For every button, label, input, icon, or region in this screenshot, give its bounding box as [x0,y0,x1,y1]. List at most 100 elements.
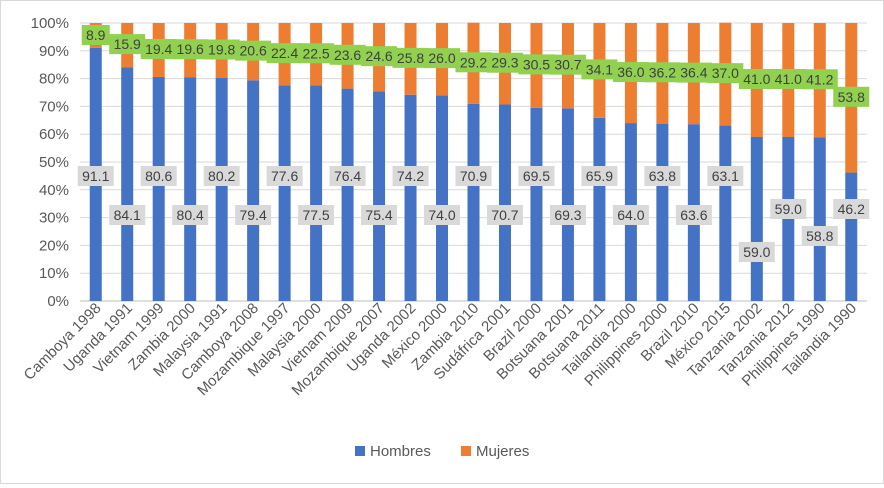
label-bg-hombres [172,205,209,225]
label-bg-mujeres [549,54,586,75]
label-bg-mujeres [172,39,209,60]
y-tick-label: 80% [39,71,69,88]
y-tick-label: 70% [39,98,69,115]
bar-hombres [656,123,669,301]
legend-label: Mujeres [476,443,529,460]
label-bg-mujeres [833,86,870,107]
bar-hombres [373,91,386,301]
label-bg-hombres [770,199,807,219]
data-label-hombres: 76.4 [334,168,361,184]
data-label-hombres: 79.4 [240,207,267,223]
data-label-mujeres: 23.6 [334,47,361,63]
label-bg-hombres [801,226,838,246]
bar-hombres [215,78,228,301]
label-bg-hombres [581,166,618,186]
bar-hombres [184,77,197,301]
bar-hombres [310,85,323,301]
data-label-hombres: 65.9 [586,168,613,184]
label-bg-hombres [140,166,177,186]
data-label-hombres: 80.6 [145,168,172,184]
label-bg-mujeres [329,44,366,65]
label-bg-hombres [298,205,335,225]
label-bg-mujeres [738,68,775,89]
label-bg-mujeres [581,59,618,80]
bar-hombres [530,107,543,301]
bar-hombres [278,85,291,301]
data-label-mujeres: 22.5 [302,45,329,61]
legend-label: Hombres [370,443,431,460]
legend-swatch [355,446,365,456]
y-tick-label: 10% [39,265,69,282]
label-bg-hombres [675,205,712,225]
bar-hombres [561,108,574,301]
bar-hombres [813,137,826,301]
data-label-mujeres: 25.8 [397,50,424,66]
y-axis: 0% 10% 20% 30% 40% 50% 60% 70% 80% 90% 100% [31,15,69,310]
label-bg-hombres [518,166,555,186]
label-bg-hombres [109,205,146,225]
data-label-hombres: 74.0 [428,207,455,223]
data-label-mujeres: 15.9 [114,36,141,52]
data-label-mujeres: 34.1 [586,61,613,77]
data-label-hombres: 69.3 [554,207,581,223]
bar-hombres [404,94,417,301]
label-bg-mujeres [707,63,744,84]
bar-hombres [152,76,165,301]
data-label-mujeres: 37.0 [712,65,739,81]
label-bg-mujeres [109,34,146,55]
bar-hombres [750,136,763,301]
data-label-hombres: 64.0 [617,207,644,223]
data-label-hombres: 80.2 [208,168,235,184]
y-tick-label: 30% [39,210,69,227]
y-tick-label: 20% [39,237,69,254]
label-bg-hombres [486,205,523,225]
legend-swatch [461,446,471,456]
label-bg-hombres [738,242,775,262]
label-bg-mujeres [801,69,838,90]
y-tick-label: 100% [31,15,69,32]
label-bg-hombres [455,166,492,186]
bar-hombres [593,117,606,301]
bar-hombres [341,88,354,301]
label-bg-hombres [424,205,461,225]
label-bg-mujeres [203,39,240,60]
data-label-mujeres: 24.6 [365,48,392,64]
label-bg-mujeres [266,43,303,64]
data-label-mujeres: 30.5 [523,56,550,72]
data-label-mujeres: 36.4 [680,65,707,81]
data-label-mujeres: 36.0 [617,64,644,80]
y-tick-label: 40% [39,182,69,199]
label-bg-mujeres [770,68,807,89]
data-label-mujeres: 29.2 [460,54,487,70]
data-label-hombres: 63.8 [649,168,676,184]
data-label-mujeres: 19.8 [208,42,235,58]
data-label-mujeres: 8.9 [86,27,106,43]
y-tick-label: 90% [39,43,69,60]
data-label-hombres: 84.1 [114,207,141,223]
label-bg-hombres [549,205,586,225]
bar-hombres [498,104,511,301]
label-bg-mujeres [644,62,681,83]
data-label-mujeres: 19.4 [145,41,172,57]
label-bg-mujeres [235,40,272,61]
data-label-hombres: 69.5 [523,168,550,184]
label-bg-mujeres [612,62,649,83]
y-tick-label: 50% [39,154,69,171]
data-label-mujeres: 30.7 [554,57,581,73]
data-label-mujeres: 26.0 [428,50,455,66]
label-bg-hombres [203,166,240,186]
data-label-hombres: 80.4 [177,207,204,223]
label-bg-hombres [612,205,649,225]
data-label-mujeres: 36.2 [649,64,676,80]
data-label-hombres: 74.2 [397,168,424,184]
data-label-hombres: 70.9 [460,168,487,184]
legend: Hombres Mujeres [355,443,529,460]
data-label-hombres: 77.5 [302,207,329,223]
data-label-mujeres: 41.0 [775,71,802,87]
data-label-hombres: 58.8 [806,228,833,244]
data-label-mujeres: 53.8 [838,89,865,105]
label-bg-mujeres [486,52,523,73]
label-bg-hombres [644,166,681,186]
data-label-mujeres: 22.4 [271,45,298,61]
